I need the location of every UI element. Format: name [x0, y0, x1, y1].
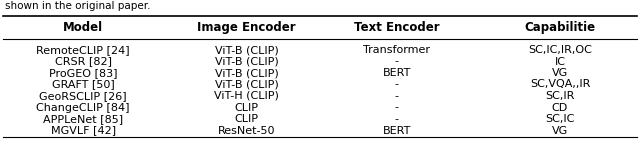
Text: Transformer: Transformer	[364, 45, 430, 55]
Text: Image Encoder: Image Encoder	[197, 21, 296, 34]
Text: CLIP: CLIP	[234, 114, 259, 124]
Text: CLIP: CLIP	[234, 102, 259, 113]
Text: ViT-B (CLIP): ViT-B (CLIP)	[214, 56, 278, 66]
Text: ProGEO [83]: ProGEO [83]	[49, 68, 118, 78]
Text: VG: VG	[552, 126, 568, 135]
Text: -: -	[395, 91, 399, 101]
Text: CD: CD	[552, 102, 568, 113]
Text: Text Encoder: Text Encoder	[354, 21, 440, 34]
Text: shown in the original paper.: shown in the original paper.	[5, 1, 150, 11]
Text: RemoteCLIP [24]: RemoteCLIP [24]	[36, 45, 130, 55]
Text: SC,IC,IR,OC: SC,IC,IR,OC	[528, 45, 592, 55]
Text: BERT: BERT	[383, 68, 411, 78]
Text: VG: VG	[552, 68, 568, 78]
Text: -: -	[395, 102, 399, 113]
Text: BERT: BERT	[383, 126, 411, 135]
Text: GeoRSCLIP [26]: GeoRSCLIP [26]	[40, 91, 127, 101]
Text: ViT-B (CLIP): ViT-B (CLIP)	[214, 68, 278, 78]
Text: SC,IC: SC,IC	[545, 114, 575, 124]
Text: SC,VQA,,IR: SC,VQA,,IR	[530, 80, 590, 89]
Text: GRAFT [50]: GRAFT [50]	[52, 80, 115, 89]
Text: SC,IR: SC,IR	[545, 91, 575, 101]
Text: MGVLF [42]: MGVLF [42]	[51, 126, 116, 135]
Text: ViT-B (CLIP): ViT-B (CLIP)	[214, 45, 278, 55]
Text: -: -	[395, 114, 399, 124]
Text: ResNet-50: ResNet-50	[218, 126, 275, 135]
Text: ChangeCLIP [84]: ChangeCLIP [84]	[36, 102, 130, 113]
Text: Capabilitie: Capabilitie	[524, 21, 596, 34]
Text: CRSR [82]: CRSR [82]	[54, 56, 112, 66]
Text: -: -	[395, 56, 399, 66]
Text: IC: IC	[554, 56, 566, 66]
Text: Model: Model	[63, 21, 103, 34]
Text: ViT-H (CLIP): ViT-H (CLIP)	[214, 91, 279, 101]
Text: -: -	[395, 80, 399, 89]
Text: APPLeNet [85]: APPLeNet [85]	[43, 114, 124, 124]
Text: ViT-B (CLIP): ViT-B (CLIP)	[214, 80, 278, 89]
